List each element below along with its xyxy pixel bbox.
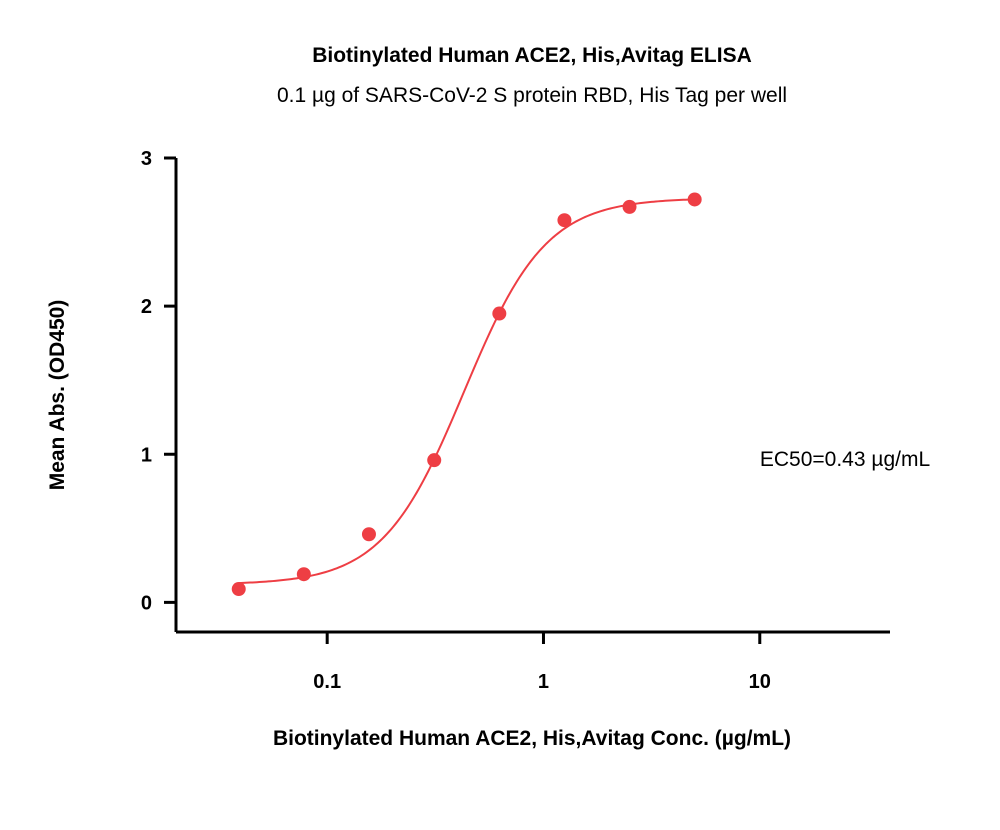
y-tick-label: 3	[141, 148, 152, 170]
data-point	[231, 582, 246, 597]
data-point	[687, 192, 702, 207]
fit-curve	[238, 198, 695, 585]
y-axis-label: Mean Abs. (OD450)	[46, 300, 69, 491]
y-tick-label: 0	[141, 592, 152, 614]
axes	[174, 158, 890, 634]
data-point	[492, 306, 507, 321]
data-point	[361, 527, 376, 542]
y-tick-label: 1	[141, 444, 152, 466]
x-axis-label: Biotinylated Human ACE2, His,Avitag Conc…	[273, 727, 791, 750]
x-tick-label: 0.1	[313, 671, 341, 693]
data-point	[296, 567, 311, 582]
data-point	[622, 199, 637, 214]
y-tick-label: 2	[141, 296, 152, 318]
ec50-annotation: EC50=0.43 µg/mL	[760, 448, 930, 471]
x-tick-label: 10	[749, 671, 771, 693]
data-point	[427, 453, 442, 468]
fit-curve-layer	[238, 198, 695, 585]
x-tick-label: 1	[538, 671, 549, 693]
data-point	[557, 213, 572, 228]
chart-subtitle: 0.1 µg of SARS-CoV-2 S protein RBD, His …	[277, 84, 787, 107]
data-points	[231, 192, 702, 597]
ticks: 0 1 2 3 0.1 1 10	[141, 148, 771, 693]
chart-title: Biotinylated Human ACE2, His,Avitag ELIS…	[312, 44, 752, 67]
